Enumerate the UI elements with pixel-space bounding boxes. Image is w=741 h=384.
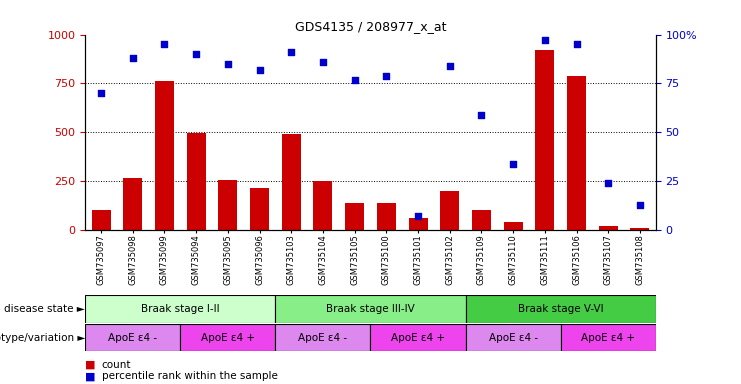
- Title: GDS4135 / 208977_x_at: GDS4135 / 208977_x_at: [295, 20, 446, 33]
- Bar: [276, 295, 465, 323]
- Text: ■: ■: [85, 371, 96, 381]
- Text: ApoE ε4 +: ApoE ε4 +: [581, 333, 635, 343]
- Text: percentile rank within the sample: percentile rank within the sample: [102, 371, 277, 381]
- Point: [349, 76, 361, 83]
- Point: [634, 202, 646, 208]
- Bar: [370, 324, 465, 351]
- Bar: [465, 295, 656, 323]
- Point: [380, 73, 392, 79]
- Bar: [440, 191, 459, 230]
- Bar: [250, 188, 269, 230]
- Point: [127, 55, 139, 61]
- Bar: [472, 210, 491, 230]
- Point: [444, 63, 456, 69]
- Point: [476, 112, 488, 118]
- Point: [95, 90, 107, 96]
- Bar: [282, 134, 301, 230]
- Bar: [187, 133, 206, 230]
- Bar: [276, 324, 370, 351]
- Point: [571, 41, 582, 47]
- Bar: [180, 324, 276, 351]
- Point: [253, 67, 265, 73]
- Bar: [345, 203, 364, 230]
- Bar: [465, 324, 561, 351]
- Text: ApoE ε4 -: ApoE ε4 -: [488, 333, 538, 343]
- Text: genotype/variation ►: genotype/variation ►: [0, 333, 85, 343]
- Point: [539, 37, 551, 43]
- Text: ■: ■: [85, 360, 96, 370]
- Text: ApoE ε4 -: ApoE ε4 -: [299, 333, 348, 343]
- Bar: [92, 210, 110, 230]
- Bar: [155, 81, 174, 230]
- Text: Braak stage III-IV: Braak stage III-IV: [326, 304, 415, 314]
- Text: ApoE ε4 -: ApoE ε4 -: [108, 333, 157, 343]
- Point: [190, 51, 202, 57]
- Text: ApoE ε4 +: ApoE ε4 +: [201, 333, 255, 343]
- Bar: [599, 226, 618, 230]
- Text: Braak stage V-VI: Braak stage V-VI: [518, 304, 603, 314]
- Text: disease state ►: disease state ►: [4, 304, 85, 314]
- Bar: [504, 222, 522, 230]
- Bar: [377, 203, 396, 230]
- Bar: [219, 180, 237, 230]
- Point: [412, 213, 424, 219]
- Bar: [123, 178, 142, 230]
- Point: [317, 59, 329, 65]
- Point: [602, 180, 614, 186]
- Point: [159, 41, 170, 47]
- Bar: [85, 295, 276, 323]
- Bar: [561, 324, 656, 351]
- Bar: [408, 218, 428, 230]
- Bar: [631, 228, 649, 230]
- Text: ApoE ε4 +: ApoE ε4 +: [391, 333, 445, 343]
- Bar: [567, 76, 586, 230]
- Point: [222, 61, 233, 67]
- Point: [507, 161, 519, 167]
- Bar: [313, 181, 333, 230]
- Bar: [85, 324, 180, 351]
- Text: count: count: [102, 360, 131, 370]
- Point: [285, 49, 297, 55]
- Text: Braak stage I-II: Braak stage I-II: [141, 304, 219, 314]
- Bar: [535, 50, 554, 230]
